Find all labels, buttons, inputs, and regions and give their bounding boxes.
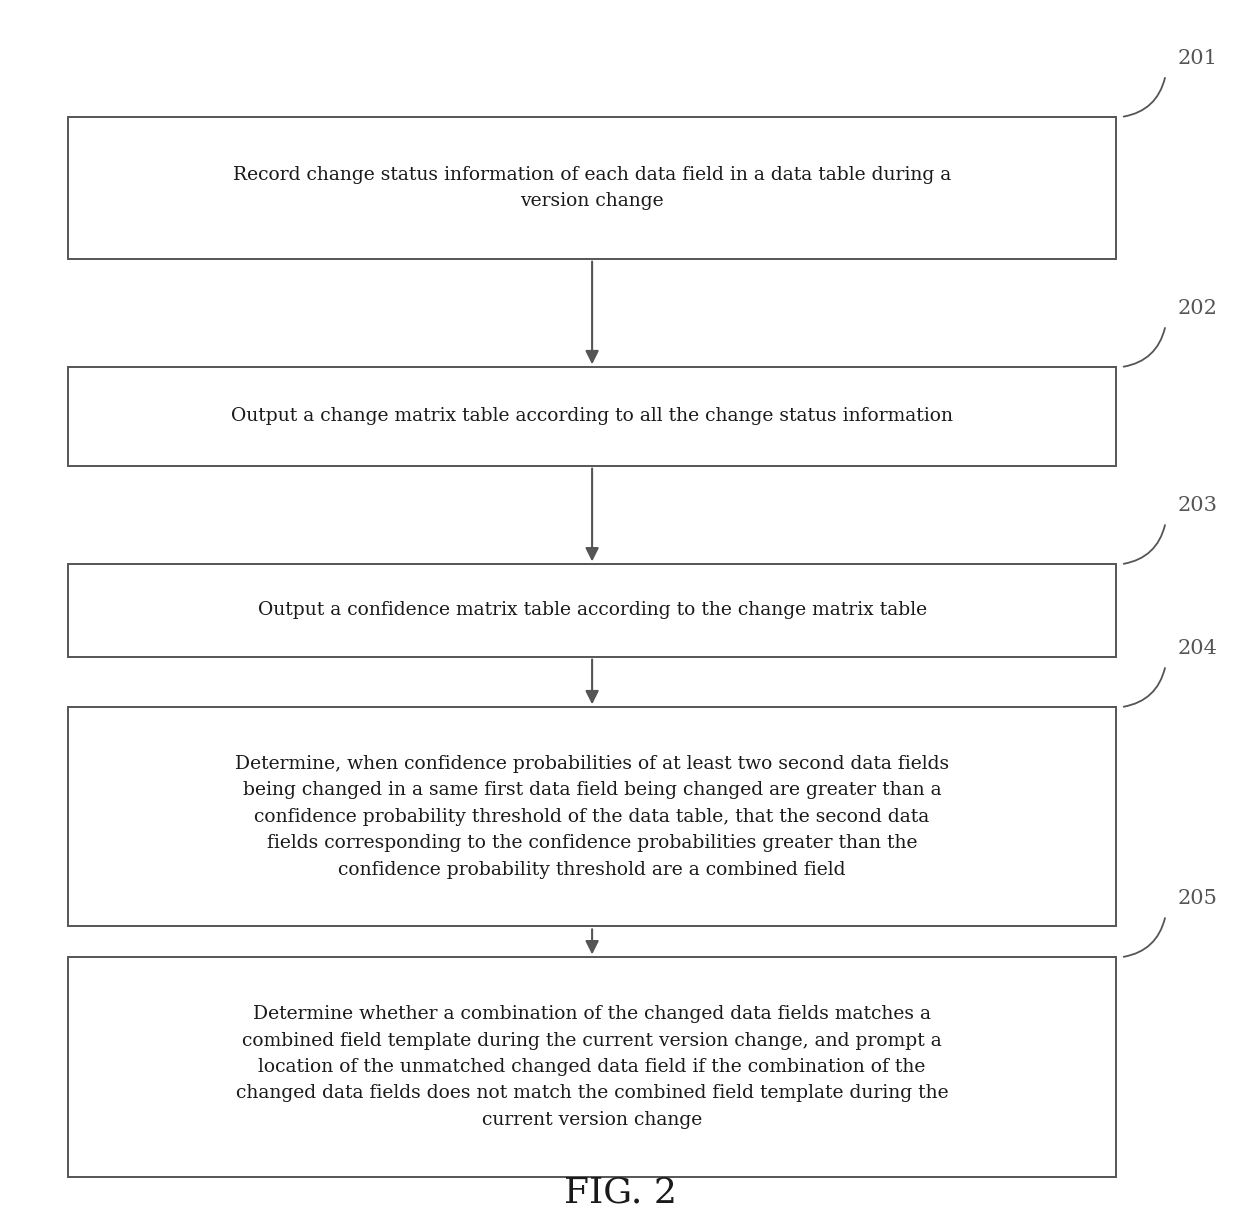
FancyBboxPatch shape (68, 367, 1116, 466)
Text: 205: 205 (1178, 890, 1218, 908)
FancyBboxPatch shape (68, 564, 1116, 657)
Text: Output a confidence matrix table according to the change matrix table: Output a confidence matrix table accordi… (258, 601, 926, 620)
Text: Output a change matrix table according to all the change status information: Output a change matrix table according t… (231, 408, 954, 425)
Text: Record change status information of each data field in a data table during a
ver: Record change status information of each… (233, 165, 951, 211)
Text: Determine whether a combination of the changed data fields matches a
combined fi: Determine whether a combination of the c… (236, 1005, 949, 1129)
FancyBboxPatch shape (68, 957, 1116, 1177)
Text: 202: 202 (1178, 299, 1218, 318)
Text: 203: 203 (1178, 496, 1218, 515)
Text: FIG. 2: FIG. 2 (563, 1175, 677, 1210)
Text: Determine, when confidence probabilities of at least two second data fields
bein: Determine, when confidence probabilities… (236, 755, 949, 878)
FancyBboxPatch shape (68, 117, 1116, 259)
FancyBboxPatch shape (68, 707, 1116, 926)
Text: 204: 204 (1178, 639, 1218, 658)
Text: 201: 201 (1178, 49, 1218, 68)
